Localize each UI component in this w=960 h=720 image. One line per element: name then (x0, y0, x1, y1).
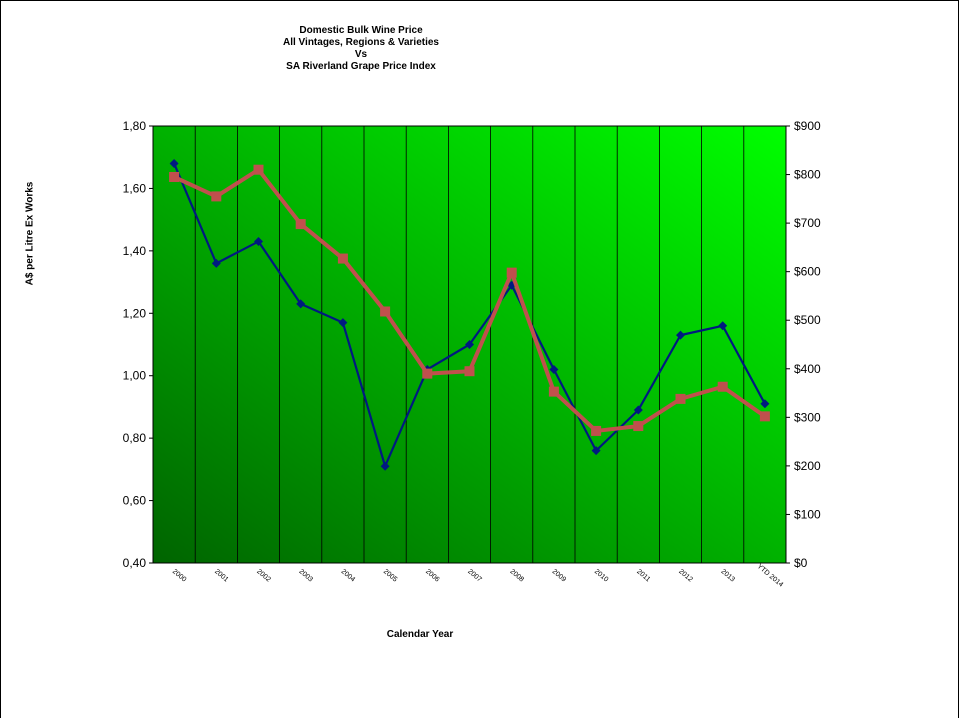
series-1 (169, 158, 770, 471)
data-point (675, 393, 686, 404)
data-point (211, 191, 222, 202)
data-point (296, 299, 306, 309)
data-point (465, 340, 474, 349)
data-point (506, 267, 517, 278)
data-point (633, 421, 644, 432)
y-right-tick-label: $700 (794, 216, 821, 230)
data-point (464, 366, 475, 377)
y-left-tick-label: 0,80 (123, 431, 147, 445)
plot-border (152, 125, 787, 564)
data-point (295, 219, 306, 230)
chart-title-line-3: Vs (354, 49, 368, 60)
y-left-tick-label: 1,20 (123, 306, 147, 320)
y-left-tick-label: 1,80 (123, 119, 147, 133)
x-tick-label: 2006 (424, 568, 441, 583)
x-tick-label: 2013 (719, 568, 736, 583)
data-point (759, 411, 770, 422)
data-point (254, 236, 263, 246)
data-point (338, 318, 348, 328)
data-point (211, 258, 221, 268)
data-point (591, 446, 601, 456)
data-point (717, 381, 728, 392)
y-left-tick-label: 1,60 (123, 181, 147, 195)
x-tick-label: 2007 (466, 568, 483, 583)
x-tick-label: 2000 (171, 568, 188, 583)
x-tick-label: YTD 2014 (756, 563, 785, 589)
data-point (549, 364, 559, 374)
series-group (169, 158, 770, 471)
data-point (422, 368, 433, 379)
data-point (760, 399, 770, 409)
data-point (380, 306, 391, 317)
y-right-tick-label: $100 (794, 507, 821, 521)
y-left-tick-label: 1,00 (123, 369, 147, 383)
x-tick-label: 2012 (677, 568, 694, 583)
data-point (548, 386, 559, 397)
data-point (337, 253, 348, 264)
series-2 (169, 164, 770, 436)
chart-title-line-4: SA Riverland Grape Price Index (286, 61, 436, 72)
y-right-tick-label: $0 (794, 556, 808, 570)
data-point (676, 330, 685, 340)
data-point (169, 158, 179, 168)
y-right-tick-label: $900 (794, 119, 821, 133)
x-axis-label: Calendar Year (386, 629, 454, 640)
data-point (380, 461, 390, 471)
y-left-tick-label: 0,40 (123, 556, 147, 570)
y-right-tick-label: $300 (794, 410, 821, 424)
y-left-tick-label: 0,60 (123, 494, 147, 508)
y-right-tick-label: $600 (794, 265, 821, 279)
y-right-tick-label: $500 (794, 313, 821, 327)
y-right-tick-label: $400 (794, 362, 821, 376)
data-point (591, 425, 602, 436)
x-tick-label: 2004 (340, 568, 357, 583)
chart-title-line-2: All Vintages, Regions & Varieties (283, 37, 439, 48)
x-tick-label: 2003 (297, 568, 314, 583)
x-tick-label: 2008 (508, 568, 525, 583)
x-tick-label: 2010 (593, 568, 610, 583)
data-point (253, 164, 264, 175)
x-tick-label: 2011 (635, 568, 651, 583)
y-left-tick-label: 1,40 (123, 244, 147, 258)
x-tick-label: 2001 (213, 568, 230, 583)
data-point (718, 321, 728, 331)
data-point (633, 405, 643, 415)
chart-title-line-1: Domestic Bulk Wine Price (299, 25, 423, 36)
x-tick-label: 2005 (382, 568, 399, 583)
y-right-tick-label: $200 (794, 459, 821, 473)
x-tick-label: 2009 (551, 568, 568, 583)
x-tick-label: 2002 (255, 568, 272, 583)
y-right-tick-label: $800 (794, 168, 821, 182)
data-point (169, 171, 180, 182)
